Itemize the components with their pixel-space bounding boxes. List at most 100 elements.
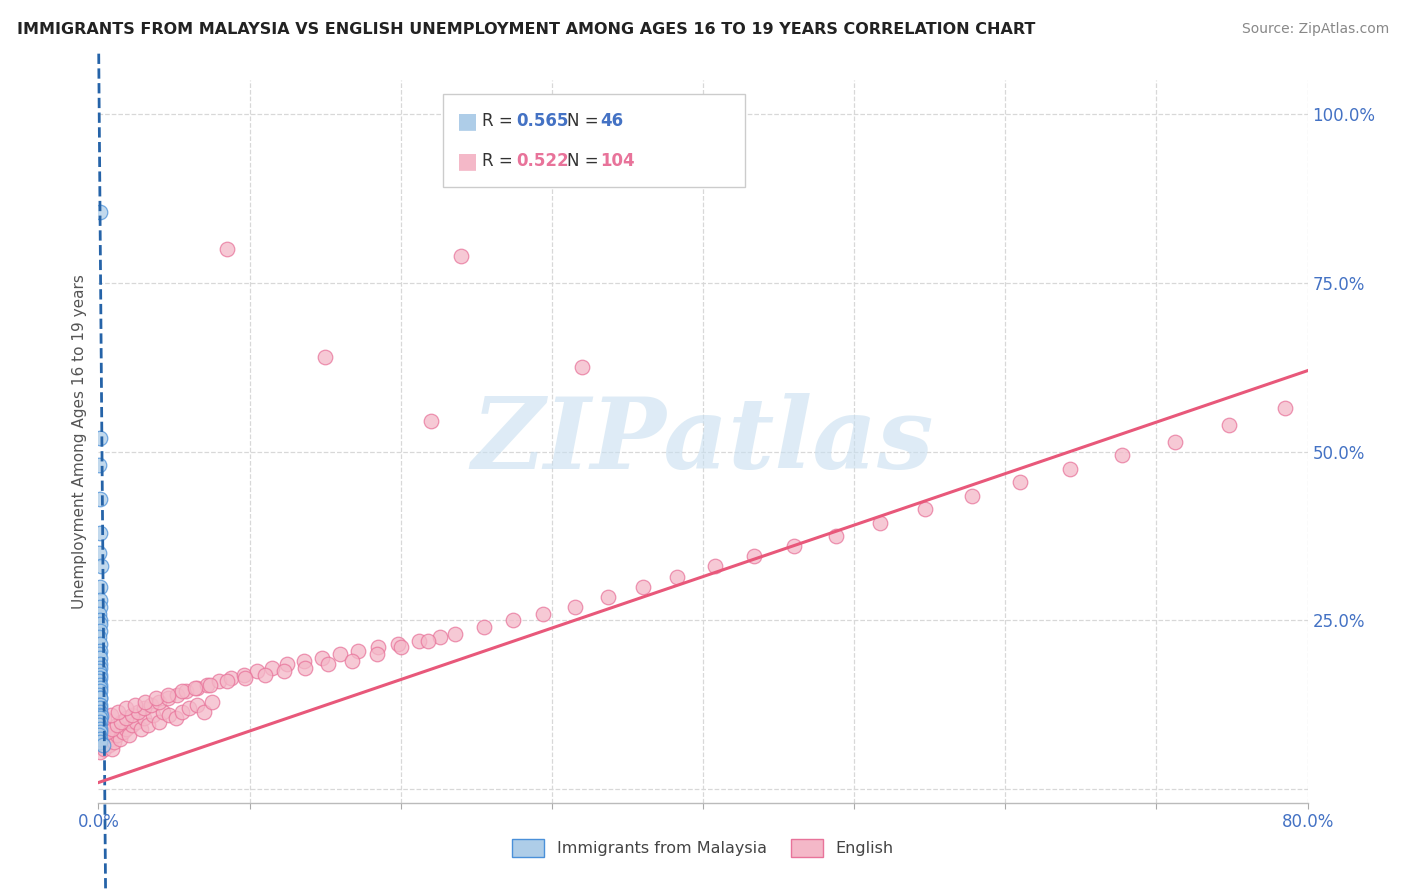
Point <box>347 644 370 658</box>
Point <box>103 735 125 749</box>
Text: N =: N = <box>567 152 603 169</box>
Point <box>450 249 472 263</box>
Point <box>186 698 208 712</box>
Point <box>311 650 333 665</box>
Point <box>215 674 238 689</box>
Point <box>89 701 111 715</box>
Point <box>195 678 218 692</box>
Point <box>329 647 352 661</box>
Point <box>89 580 111 594</box>
Point <box>444 627 467 641</box>
Text: 0.522: 0.522 <box>516 152 568 169</box>
Point <box>89 725 111 739</box>
Point <box>89 525 111 540</box>
Point <box>108 731 131 746</box>
Point <box>1010 475 1032 489</box>
Point <box>89 671 111 685</box>
Point <box>193 705 215 719</box>
Point <box>1163 434 1185 449</box>
Point <box>201 694 224 708</box>
Point <box>107 705 129 719</box>
Point <box>114 722 136 736</box>
Point <box>89 688 111 702</box>
Point <box>564 599 586 614</box>
Point <box>246 664 269 678</box>
Point <box>134 694 156 708</box>
Point <box>342 654 364 668</box>
Point <box>96 725 118 739</box>
Point <box>89 722 111 736</box>
Point <box>89 698 111 712</box>
Text: ■: ■ <box>457 152 478 171</box>
Point <box>89 664 111 678</box>
Point <box>221 671 243 685</box>
Point <box>571 360 593 375</box>
Point <box>89 691 111 706</box>
Text: ■: ■ <box>457 112 478 131</box>
Point <box>89 728 111 742</box>
Point <box>200 678 222 692</box>
Point <box>105 718 128 732</box>
Point <box>89 735 111 749</box>
Point <box>744 549 766 564</box>
Text: 0.565: 0.565 <box>516 112 568 129</box>
Point <box>262 661 284 675</box>
Point <box>294 661 316 675</box>
Point <box>152 705 174 719</box>
Point <box>186 681 208 695</box>
Point <box>89 637 111 651</box>
Point <box>141 698 163 712</box>
Point <box>148 714 170 729</box>
Point <box>110 714 132 729</box>
Point <box>114 701 136 715</box>
Point <box>89 624 111 638</box>
Point <box>114 711 136 725</box>
Point <box>89 711 111 725</box>
Point <box>170 705 193 719</box>
Point <box>170 684 193 698</box>
Point <box>89 681 111 695</box>
Point <box>179 701 201 715</box>
Point <box>89 714 111 729</box>
Point <box>121 718 143 732</box>
Point <box>121 708 143 723</box>
Point <box>89 491 111 506</box>
Point <box>416 633 439 648</box>
Point <box>118 728 141 742</box>
Point <box>89 607 111 621</box>
Point <box>100 708 122 723</box>
Point <box>366 647 388 661</box>
Point <box>292 654 315 668</box>
Point <box>666 569 689 583</box>
Point <box>273 664 295 678</box>
Point <box>91 728 114 742</box>
Point <box>136 718 159 732</box>
Point <box>174 684 197 698</box>
Point <box>276 657 298 672</box>
Point <box>1111 448 1133 462</box>
Legend: Immigrants from Malaysia, English: Immigrants from Malaysia, English <box>506 832 900 863</box>
Point <box>159 708 181 723</box>
Point <box>914 502 936 516</box>
Point <box>132 711 155 725</box>
Point <box>89 650 111 665</box>
Point <box>100 731 122 746</box>
Point <box>90 739 112 753</box>
Point <box>783 539 806 553</box>
Point <box>89 705 111 719</box>
Text: R =: R = <box>482 152 519 169</box>
Point <box>91 739 114 753</box>
Point <box>367 640 389 655</box>
Point <box>89 674 111 689</box>
Point <box>408 633 430 648</box>
Point <box>314 350 336 364</box>
Point <box>208 674 231 689</box>
Point <box>90 559 112 574</box>
Point <box>89 614 111 628</box>
Point <box>94 735 117 749</box>
Point <box>89 546 111 560</box>
Point <box>98 739 121 753</box>
Point <box>89 593 111 607</box>
Point <box>156 688 179 702</box>
Point <box>89 731 111 746</box>
